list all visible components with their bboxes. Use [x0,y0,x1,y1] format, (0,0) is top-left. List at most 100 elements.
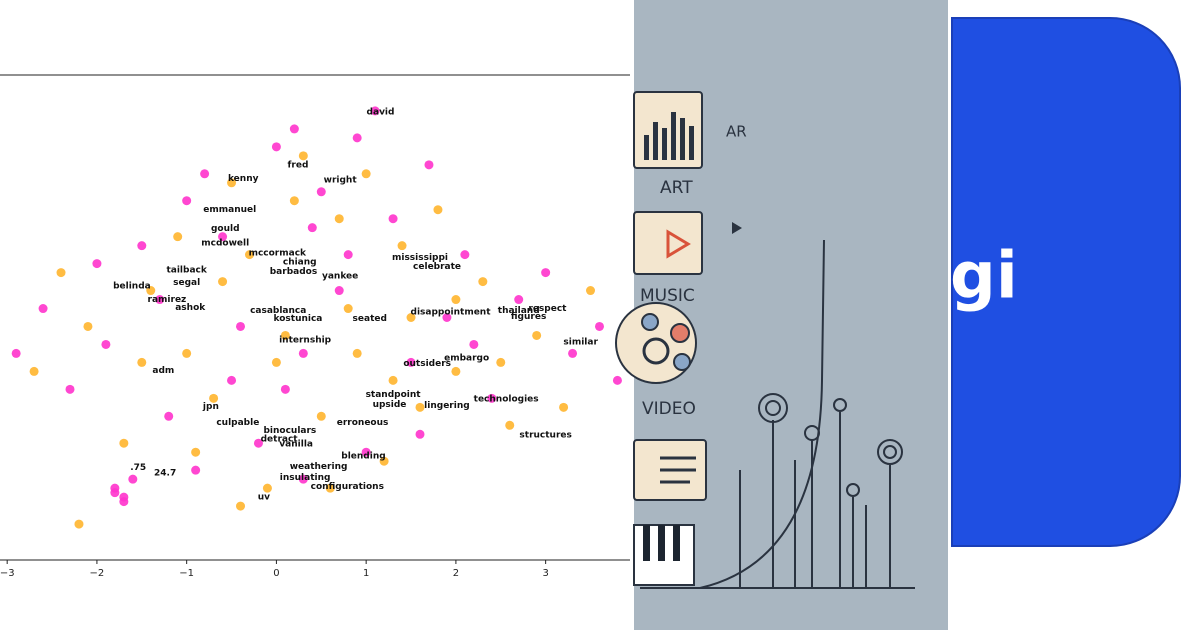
x-tick-label: 1 [363,568,369,579]
point [119,438,129,448]
word-label: culpable [216,418,259,428]
point [406,313,416,322]
point [541,268,551,278]
point [334,286,344,296]
word-label: detract [261,434,299,444]
icon-reel [615,302,697,384]
reel-hole [670,323,690,343]
point [316,187,326,197]
word-label: outsiders [403,359,451,369]
illustration-label: AR [726,123,747,141]
point [65,384,75,394]
point [271,357,281,367]
point [451,295,461,305]
word-label: fred [287,160,308,170]
play-small [732,222,742,234]
point [137,357,147,367]
word-label: seated [353,314,387,324]
point [56,268,66,278]
point [505,420,515,430]
point [218,277,228,287]
word-label: kenny [228,174,259,184]
point [227,375,237,385]
point [74,519,84,529]
illustration-label: ART [660,178,693,198]
word-label: chiang [283,257,317,267]
word-label: structures [519,431,571,441]
point [253,438,263,448]
point [173,232,183,242]
point [280,384,290,394]
point [119,497,129,507]
point [146,286,156,296]
point [209,393,219,403]
point [244,250,254,260]
point [11,348,21,358]
banner: gi [950,17,1181,547]
word-label: mississippi [392,253,448,263]
point [388,214,398,224]
point [218,232,228,242]
word-label: wright [324,176,358,186]
reel-hole [673,353,691,371]
point [298,151,308,161]
point [227,178,237,188]
word-label: figures [511,312,546,322]
word-label: standpoint [366,390,422,400]
point [361,447,371,457]
point [487,393,497,403]
word-label: tailback [166,265,207,275]
point [200,169,210,179]
point [594,321,604,331]
point [236,321,246,331]
word-label: jpn [202,402,219,412]
point [83,321,93,331]
point [460,250,470,260]
x-ticks: −3 −2 −1 0 1 2 3 [0,560,549,579]
point [388,375,398,385]
point [92,259,102,269]
x-tick-label: 3 [542,568,548,579]
point [298,348,308,358]
word-label: mcdowell [201,238,249,248]
point [334,214,344,224]
word-label: thailand [498,306,540,316]
point [532,330,542,340]
point [478,277,488,287]
reel-hub [642,337,670,365]
point [29,366,39,376]
word-label: 24.7 [154,468,176,478]
word-label: lingering [424,401,470,411]
point [298,474,308,484]
word-label: belinda [113,282,151,292]
point [343,250,353,260]
word-label: technologies [474,395,539,405]
word-label: binoculars [263,426,316,436]
point [379,456,389,466]
word-label: blending [341,451,385,461]
x-tick-label: 0 [273,568,279,579]
word-label: emmanuel [203,205,256,215]
point [451,366,461,376]
word-label: mccormack [249,248,307,258]
banner-text: gi [950,240,1018,314]
point [568,348,578,358]
point [612,375,622,385]
point [236,501,246,511]
point [262,483,272,493]
point [164,411,174,421]
word-label: erroneous [337,418,389,428]
word-label: david [367,107,395,117]
bars-icon [644,112,694,160]
play-icon [666,229,691,259]
illustration-label: MUSIC [640,286,695,306]
word-label: respect [528,304,567,314]
word-label: weathering [290,462,348,472]
word-label: upside [373,400,407,410]
reel-hole [641,313,659,331]
point [280,330,290,340]
point [442,313,452,322]
illustration: AR ART MUSIC VIDEO [615,0,948,630]
point [137,241,147,251]
